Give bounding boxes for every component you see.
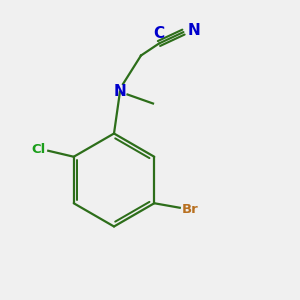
Text: N: N <box>114 84 126 99</box>
Text: N: N <box>188 23 201 38</box>
Text: Cl: Cl <box>32 143 46 156</box>
Text: Br: Br <box>181 203 198 216</box>
Text: C: C <box>153 26 165 41</box>
